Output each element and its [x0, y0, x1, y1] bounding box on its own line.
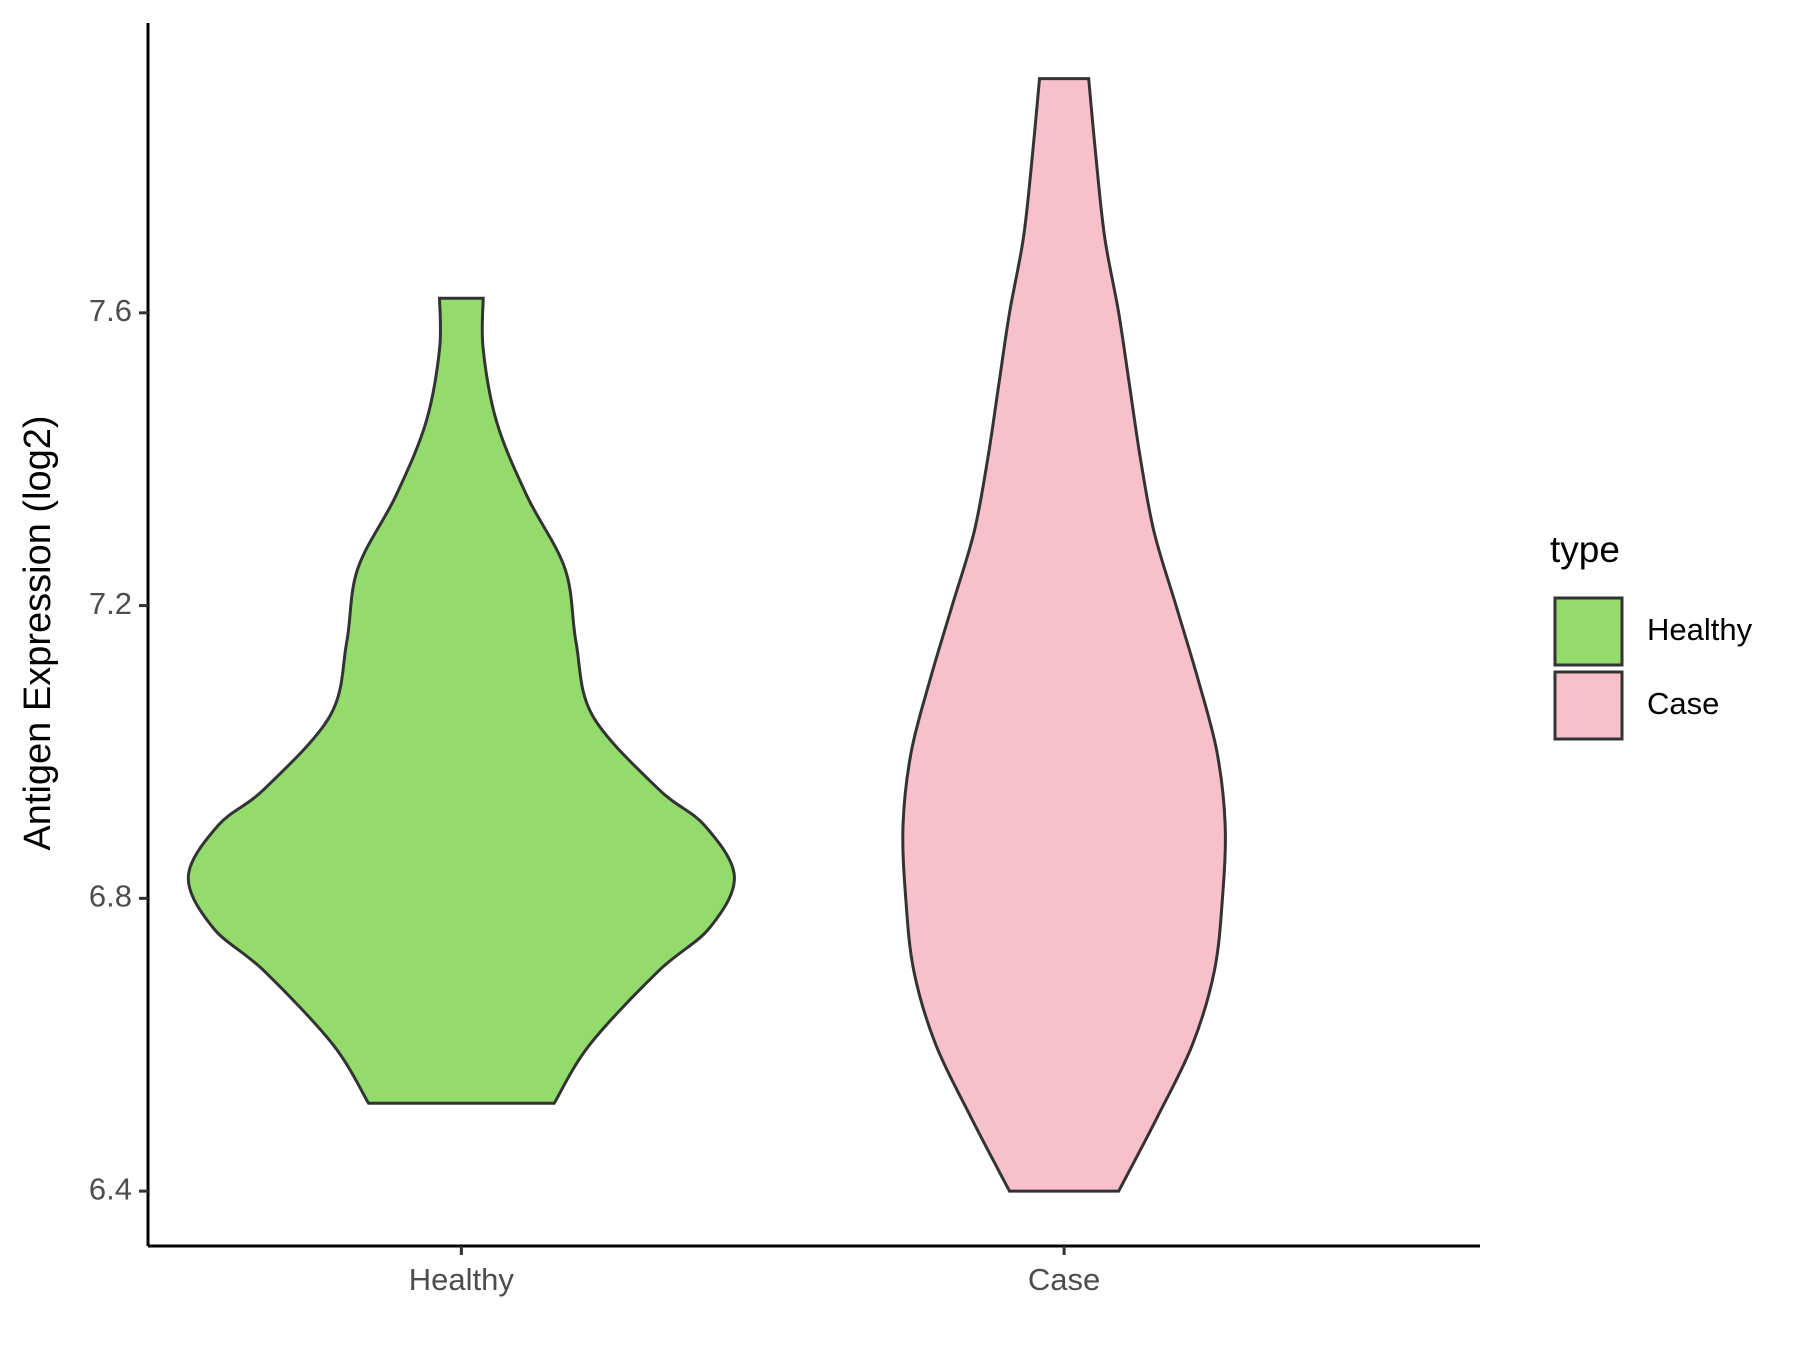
y-tick-label: 6.8 [89, 879, 132, 914]
y-tick-label: 7.6 [89, 293, 132, 328]
legend-label: Case [1647, 686, 1719, 721]
legend-swatch [1553, 596, 1624, 667]
legend-label: Healthy [1647, 612, 1753, 647]
violin [186, 296, 736, 1105]
y-tick-label: 7.2 [89, 586, 132, 621]
violin [901, 77, 1227, 1193]
y-axis-title: Antigen Expression (log2) [17, 415, 59, 850]
legend-swatch [1553, 670, 1624, 741]
x-tick-label: Healthy [409, 1262, 515, 1297]
legend-title: type [1550, 529, 1620, 570]
y-tick-label: 6.4 [89, 1171, 132, 1206]
x-tick-label: Case [1028, 1262, 1100, 1297]
